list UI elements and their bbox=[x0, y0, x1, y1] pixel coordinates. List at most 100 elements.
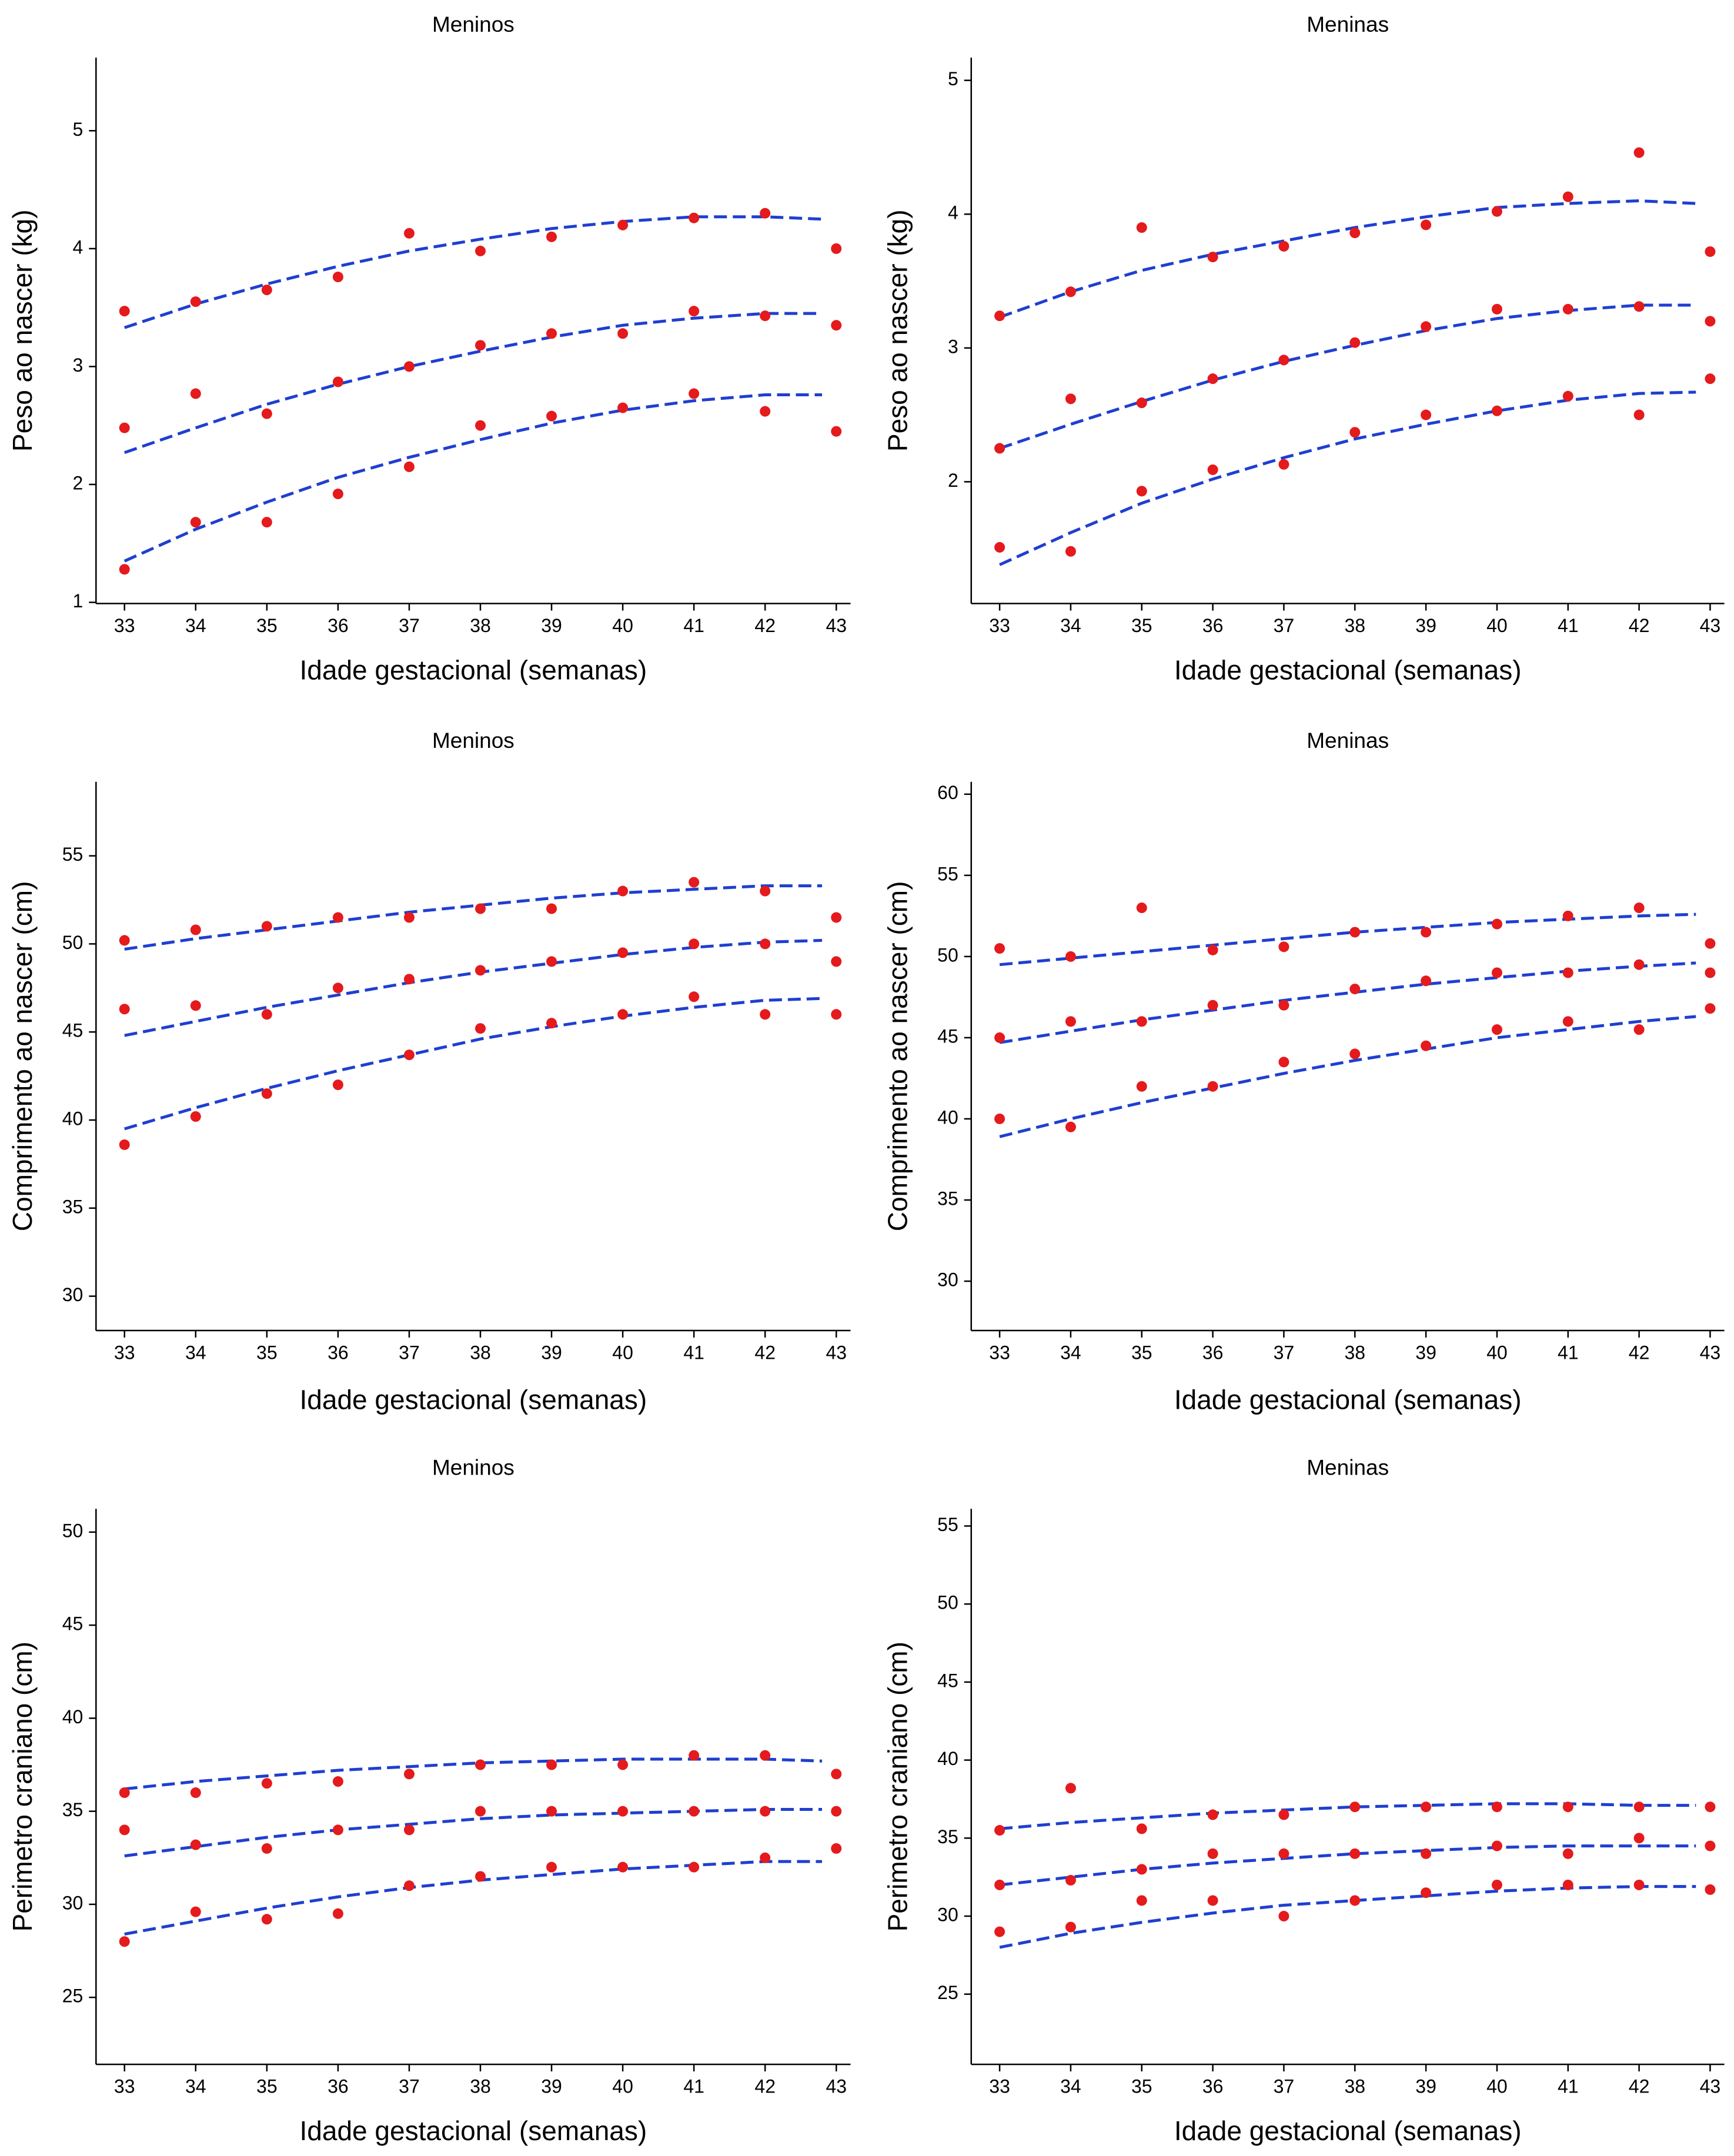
y-tick-label: 45 bbox=[62, 1020, 83, 1041]
percentile-point bbox=[994, 1032, 1005, 1043]
percentile-point bbox=[831, 956, 842, 967]
y-axis-label: Peso ao nascer (kg) bbox=[883, 209, 913, 452]
percentile-point bbox=[1705, 316, 1716, 327]
panel-title: Meninos bbox=[432, 1455, 514, 1479]
percentile-point bbox=[760, 938, 771, 950]
percentile-point bbox=[403, 1769, 415, 1780]
x-tick-label: 39 bbox=[541, 2076, 562, 2097]
panel: Meninas Idade gestacional (semanas) Perime… bbox=[883, 1455, 1725, 2146]
percentile-point bbox=[403, 1049, 415, 1061]
percentile-curve bbox=[123, 215, 823, 329]
percentile-point bbox=[119, 1004, 130, 1015]
percentile-point bbox=[1705, 1801, 1716, 1813]
percentile-point bbox=[689, 306, 700, 317]
y-tick-label: 30 bbox=[62, 1284, 83, 1305]
y-axis-label: Perimetro craniano (cm) bbox=[7, 1642, 38, 1931]
percentile-point bbox=[1207, 944, 1218, 955]
percentile-point bbox=[617, 402, 629, 413]
percentile-point bbox=[1207, 1895, 1218, 1906]
x-tick-label: 43 bbox=[826, 615, 847, 636]
percentile-point bbox=[475, 965, 486, 976]
percentile-point bbox=[760, 406, 771, 417]
percentile-point bbox=[1705, 967, 1716, 978]
x-tick-label: 37 bbox=[1274, 1342, 1295, 1363]
percentile-point bbox=[475, 1871, 486, 1882]
percentile-point bbox=[831, 912, 842, 923]
y-tick-label: 1 bbox=[73, 590, 83, 611]
percentile-point bbox=[261, 285, 272, 296]
percentile-point bbox=[689, 1861, 700, 1873]
percentile-point bbox=[617, 1009, 629, 1020]
x-tick-label: 41 bbox=[1558, 615, 1579, 636]
percentile-curve bbox=[999, 1844, 1696, 1887]
y-tick-label: 50 bbox=[937, 944, 958, 965]
percentile-point bbox=[1421, 321, 1432, 332]
percentile-curve bbox=[124, 1808, 823, 1858]
x-tick-label: 40 bbox=[1486, 1342, 1508, 1363]
percentile-point bbox=[332, 912, 343, 923]
percentile-point bbox=[1278, 355, 1289, 366]
x-tick-label: 35 bbox=[1131, 615, 1152, 636]
y-tick-label: 50 bbox=[62, 1520, 83, 1541]
percentile-point bbox=[190, 296, 201, 307]
y-tick-label: 3 bbox=[73, 355, 83, 376]
x-tick-label: 41 bbox=[1558, 1342, 1579, 1363]
percentile-point bbox=[1633, 409, 1645, 420]
percentile-point bbox=[1136, 222, 1147, 233]
y-tick-label: 5 bbox=[948, 68, 958, 89]
x-tick-label: 38 bbox=[1344, 2076, 1365, 2097]
y-tick-label: 30 bbox=[62, 1892, 83, 1913]
y-tick-label: 40 bbox=[937, 1748, 958, 1769]
x-tick-label: 43 bbox=[1700, 615, 1721, 636]
percentile-curve bbox=[123, 312, 823, 454]
percentile-point bbox=[546, 956, 557, 967]
y-tick-label: 50 bbox=[937, 1592, 958, 1613]
percentile-point bbox=[119, 422, 130, 433]
percentile-point bbox=[1491, 1801, 1502, 1813]
y-axis-label: Comprimento ao nascer (cm) bbox=[883, 881, 913, 1232]
percentile-point bbox=[119, 1787, 130, 1799]
percentile-point bbox=[1136, 1864, 1147, 1875]
x-tick-label: 34 bbox=[1060, 1342, 1081, 1363]
x-tick-label: 40 bbox=[1486, 615, 1508, 636]
percentile-point bbox=[332, 982, 343, 994]
x-tick-label: 34 bbox=[1060, 2076, 1081, 2097]
percentile-curve bbox=[124, 938, 823, 1037]
percentile-curve bbox=[124, 884, 823, 951]
percentile-point bbox=[689, 212, 700, 223]
percentile-curve bbox=[999, 1885, 1696, 1949]
percentile-point bbox=[261, 1088, 272, 1099]
panel: Meninas Idade gestacional (semanas) Peso a… bbox=[883, 12, 1725, 685]
x-tick-label: 41 bbox=[683, 2076, 704, 2097]
percentile-point bbox=[1349, 984, 1361, 995]
percentile-point bbox=[261, 1009, 272, 1020]
percentile-point bbox=[332, 1908, 343, 1919]
y-tick-label: 3 bbox=[948, 336, 958, 357]
y-tick-label: 30 bbox=[937, 1269, 958, 1291]
percentile-point bbox=[1136, 397, 1147, 409]
percentile-point bbox=[994, 1113, 1005, 1124]
percentile-point bbox=[190, 1906, 201, 1917]
percentile-point bbox=[1207, 1000, 1218, 1011]
percentile-point bbox=[1136, 1081, 1147, 1092]
percentile-point bbox=[1562, 1848, 1573, 1859]
percentile-point bbox=[119, 564, 130, 575]
percentile-point bbox=[1065, 1783, 1076, 1794]
percentile-point bbox=[1705, 373, 1716, 385]
percentile-point bbox=[1491, 918, 1502, 930]
y-axis-label: Comprimento ao nascer (cm) bbox=[7, 881, 38, 1232]
percentile-point bbox=[689, 1750, 700, 1761]
x-tick-label: 38 bbox=[1344, 615, 1365, 636]
percentile-point bbox=[332, 272, 343, 283]
x-tick-label: 42 bbox=[754, 2076, 776, 2097]
x-tick-label: 34 bbox=[185, 2076, 206, 2097]
percentile-curve bbox=[999, 390, 1696, 566]
x-axis-label: Idade gestacional (semanas) bbox=[1174, 2115, 1522, 2146]
percentile-point bbox=[1633, 1801, 1645, 1813]
percentile-point bbox=[1278, 1809, 1289, 1820]
percentile-point bbox=[261, 517, 272, 528]
x-tick-label: 38 bbox=[1344, 1342, 1365, 1363]
y-tick-label: 40 bbox=[937, 1107, 958, 1128]
percentile-point bbox=[1491, 303, 1502, 315]
x-tick-label: 33 bbox=[989, 615, 1010, 636]
